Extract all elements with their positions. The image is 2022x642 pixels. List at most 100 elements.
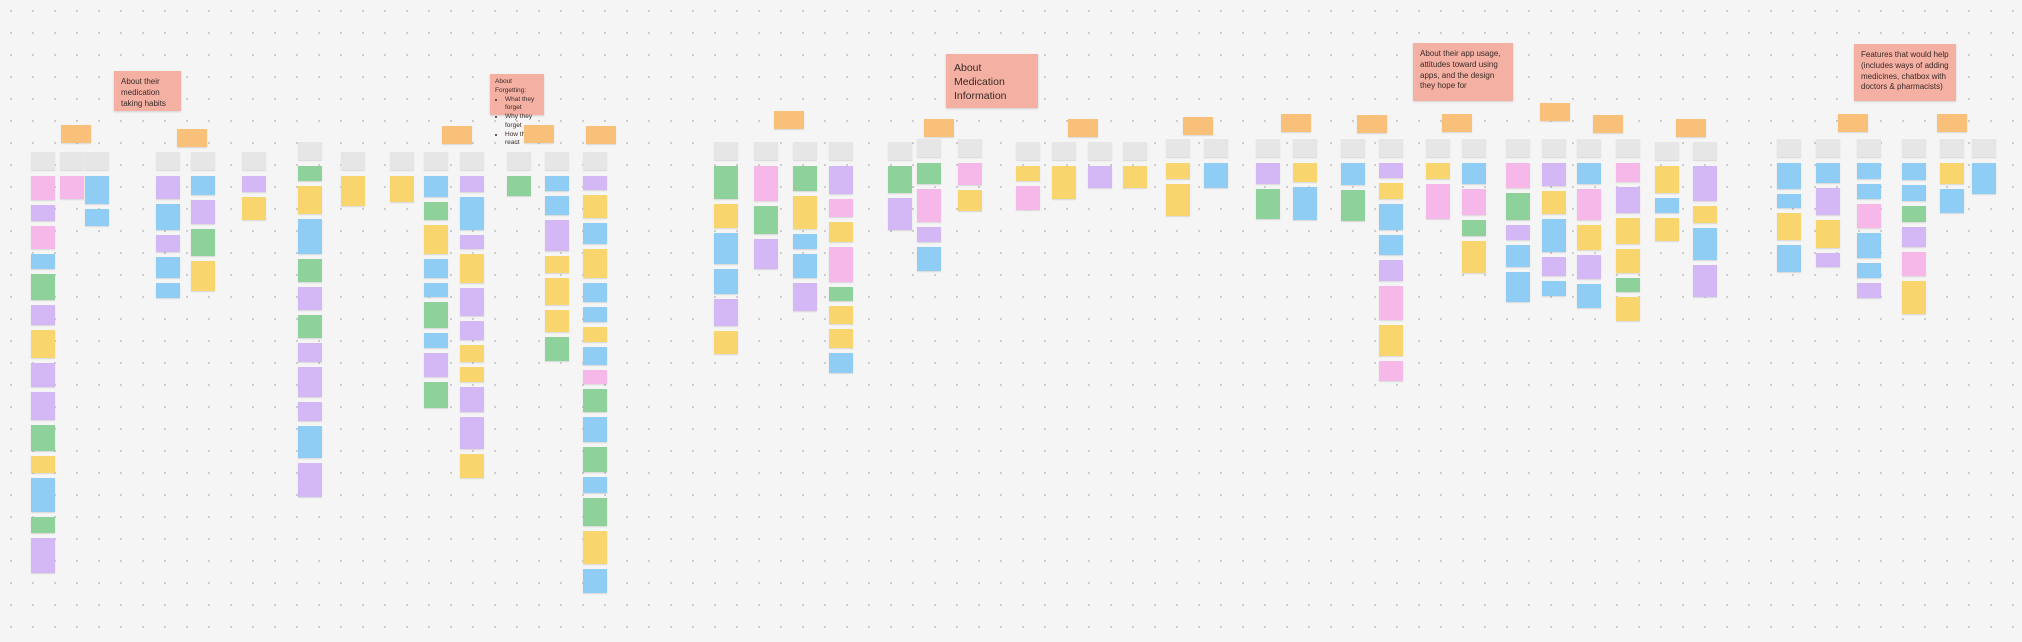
- sticky-note: [545, 176, 570, 192]
- sticky-note: [1693, 165, 1718, 201]
- sticky-note: [30, 274, 55, 301]
- sticky-note: [297, 462, 322, 497]
- sticky-note: [714, 165, 739, 199]
- column-label: [714, 141, 739, 160]
- sticky-note: [1815, 253, 1840, 268]
- sticky-note: [1506, 225, 1531, 241]
- sticky-note: [1542, 191, 1567, 215]
- sticky-note: [545, 256, 570, 274]
- section-title: About Medication Information: [954, 62, 1007, 103]
- column-label: [1165, 139, 1190, 158]
- sticky-note: [155, 176, 180, 200]
- sticky-note: [1615, 249, 1640, 274]
- sticky-note: [30, 456, 55, 474]
- sticky-note: [582, 283, 607, 303]
- sticky-note: [792, 282, 817, 311]
- sticky-note: [1341, 163, 1366, 186]
- sticky-note: [1577, 255, 1602, 280]
- sticky-note: [84, 209, 109, 227]
- column-label: [1016, 141, 1041, 160]
- sticky-note: [582, 307, 607, 323]
- summary-note: [923, 118, 954, 137]
- column-label: [1902, 139, 1927, 158]
- column-label: [792, 141, 817, 160]
- section-title: About their app usage, attitudes toward …: [1420, 49, 1501, 91]
- sticky-note: [754, 205, 779, 234]
- sticky-note: [297, 342, 322, 362]
- summary-note: [773, 110, 804, 129]
- column-label: [1777, 139, 1802, 158]
- sticky-note: [792, 195, 817, 229]
- sticky-note: [582, 176, 607, 191]
- column-label: [916, 139, 941, 158]
- sticky-note: [916, 247, 941, 272]
- column-label: [1462, 139, 1487, 158]
- sticky-note: [390, 176, 415, 203]
- sticky-note: [829, 165, 854, 194]
- summary-note: [442, 126, 473, 145]
- sticky-note: [1972, 163, 1997, 195]
- sticky-note: [1542, 163, 1567, 187]
- sticky-note: [424, 353, 449, 378]
- sticky-note: [424, 176, 449, 198]
- sticky-note: [1615, 163, 1640, 183]
- column-label: [754, 141, 779, 160]
- sticky-note: [582, 223, 607, 245]
- column-label: [460, 152, 485, 171]
- sticky-note: [829, 286, 854, 301]
- sticky-note: [1542, 281, 1567, 297]
- sticky-note: [1777, 163, 1802, 190]
- column-label: [1939, 139, 1964, 158]
- column-label: [829, 141, 854, 160]
- sticky-note: [297, 165, 322, 181]
- sticky-note: [1577, 163, 1602, 185]
- sticky-note: [1378, 260, 1403, 282]
- sticky-note: [1902, 227, 1927, 248]
- sticky-note: [30, 176, 55, 201]
- section-header: About Forgetting: What they forget Why t…: [490, 74, 544, 146]
- sticky-note: [190, 261, 215, 292]
- column-label: [545, 152, 570, 171]
- sticky-note: [792, 165, 817, 191]
- sticky-note: [1615, 187, 1640, 214]
- sticky-note: [155, 257, 180, 279]
- column-label: [1815, 139, 1840, 158]
- sticky-note: [424, 202, 449, 221]
- section-header: About their app usage, attitudes toward …: [1413, 43, 1513, 101]
- column-label: [582, 152, 607, 171]
- sticky-note: [424, 302, 449, 329]
- sticky-note: [714, 268, 739, 294]
- sticky-note: [30, 226, 55, 250]
- sticky-note: [30, 538, 55, 574]
- sticky-note: [242, 197, 267, 221]
- sticky-note: [754, 238, 779, 269]
- summary-note: [1182, 117, 1213, 136]
- column-label: [424, 152, 449, 171]
- sticky-note: [829, 328, 854, 348]
- summary-note: [1067, 118, 1098, 137]
- sticky-note: [1204, 163, 1229, 189]
- sticky-note: [297, 366, 322, 397]
- sticky-note: [1256, 189, 1281, 220]
- sticky-note: [1506, 272, 1531, 303]
- sticky-note: [1693, 227, 1718, 260]
- sticky-note: [792, 233, 817, 249]
- bullet-list: What they forget Why they forget How the…: [495, 96, 539, 149]
- sticky-note: [1693, 264, 1718, 297]
- column-label: [506, 152, 531, 171]
- sticky-note: [460, 417, 485, 450]
- sticky-note: [582, 347, 607, 366]
- sticky-note: [1815, 163, 1840, 184]
- sticky-note: [30, 305, 55, 326]
- sticky-note: [1654, 197, 1679, 213]
- sticky-note: [424, 382, 449, 409]
- sticky-note: [460, 387, 485, 413]
- section-title: About Forgetting:: [495, 78, 527, 94]
- sticky-note: [190, 229, 215, 257]
- summary-note: [60, 125, 91, 144]
- summary-note: [176, 129, 207, 147]
- sticky-note: [341, 176, 366, 207]
- column-label: [1857, 139, 1882, 158]
- sticky-note: [582, 447, 607, 473]
- sticky-note: [1378, 235, 1403, 256]
